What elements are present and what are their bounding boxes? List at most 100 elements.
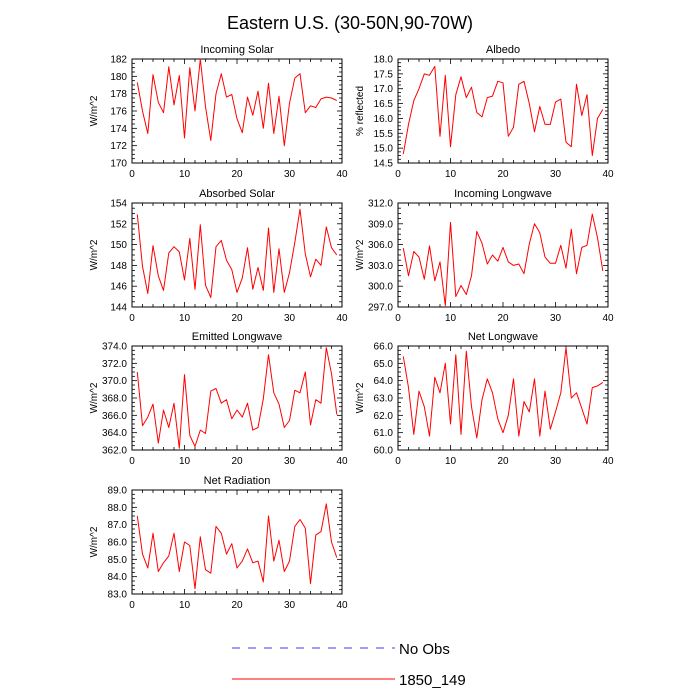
x-tick-label: 20 — [231, 600, 243, 611]
panel-title-absorbed-solar: Absorbed Solar — [199, 188, 275, 200]
x-tick-label: 0 — [395, 169, 401, 180]
x-tick-label: 30 — [550, 313, 562, 324]
y-tick-label: 309.0 — [368, 219, 393, 230]
x-tick-label: 20 — [497, 456, 509, 467]
y-tick-label: 18.0 — [374, 55, 394, 66]
y-tick-label: 16.0 — [374, 114, 394, 125]
y-axis-label: W/m^2 — [89, 526, 100, 557]
x-tick-label: 10 — [445, 456, 457, 467]
y-tick-label: 85.0 — [108, 555, 128, 566]
y-tick-label: 370.0 — [102, 376, 127, 387]
x-tick-label: 30 — [284, 169, 296, 180]
series-line-1850-149 — [402, 213, 604, 307]
y-tick-label: 83.0 — [108, 590, 128, 601]
panel-title-incoming-longwave: Incoming Longwave — [454, 188, 552, 200]
legend: No Obs 1850_149 — [232, 641, 466, 689]
y-tick-label: 84.0 — [108, 572, 128, 583]
y-tick-label: 306.0 — [368, 240, 393, 251]
y-tick-label: 60.0 — [374, 446, 394, 457]
y-tick-label: 178 — [110, 89, 127, 100]
series-line-1850-149 — [136, 58, 338, 147]
panel-title-albedo: Albedo — [486, 44, 520, 56]
y-tick-label: 364.0 — [102, 428, 127, 439]
y-tick-label: 64.0 — [374, 376, 394, 387]
x-tick-label: 0 — [129, 313, 135, 324]
y-tick-label: 180 — [110, 72, 127, 83]
x-tick-label: 10 — [179, 313, 191, 324]
x-tick-label: 40 — [336, 169, 348, 180]
x-tick-label: 0 — [129, 169, 135, 180]
y-tick-label: 146 — [110, 282, 127, 293]
y-tick-label: 16.5 — [374, 99, 394, 110]
y-tick-label: 86.0 — [108, 538, 128, 549]
y-axis-label: W/m^2 — [355, 239, 366, 270]
y-tick-label: 366.0 — [102, 411, 127, 422]
x-tick-label: 10 — [445, 169, 457, 180]
x-tick-label: 0 — [129, 456, 135, 467]
x-tick-label: 20 — [231, 169, 243, 180]
y-tick-label: 362.0 — [102, 446, 127, 457]
panel-grid: 0 10 20 30 40 170 172 174 176 178 180 182 Incoming S… — [89, 44, 614, 611]
x-tick-label: 10 — [179, 456, 191, 467]
y-tick-label: 88.0 — [108, 503, 128, 514]
y-tick-label: 170 — [110, 159, 127, 170]
x-tick-label: 20 — [231, 456, 243, 467]
y-tick-label: 66.0 — [374, 342, 394, 353]
panel-title-incoming-solar: Incoming Solar — [200, 44, 274, 56]
y-tick-label: 89.0 — [108, 486, 128, 497]
panel-incoming-solar: 0 10 20 30 40 170 172 174 176 178 180 182 Incoming S… — [89, 44, 348, 180]
x-tick-label: 40 — [336, 313, 348, 324]
x-tick-label: 20 — [497, 169, 509, 180]
y-axis-label: W/m^2 — [89, 95, 100, 126]
y-tick-label: 14.5 — [374, 159, 394, 170]
x-tick-label: 0 — [395, 456, 401, 467]
y-tick-label: 63.0 — [374, 394, 394, 405]
y-axis-label: W/m^2 — [89, 239, 100, 270]
y-tick-label: 182 — [110, 55, 127, 66]
x-tick-label: 20 — [497, 313, 509, 324]
plot-frame — [131, 345, 343, 451]
panel-title-net-longwave: Net Longwave — [468, 331, 538, 343]
series-line-1850-149 — [136, 503, 338, 590]
x-tick-label: 40 — [336, 456, 348, 467]
series-line-1850-149 — [136, 347, 338, 449]
x-tick-label: 40 — [602, 313, 614, 324]
panel-absorbed-solar: 0 10 20 30 40 144 146 148 150 152 154 Absorbed Sola… — [89, 188, 348, 324]
y-tick-label: 65.0 — [374, 359, 394, 370]
x-tick-label: 30 — [284, 313, 296, 324]
x-tick-label: 0 — [129, 600, 135, 611]
y-tick-label: 300.0 — [368, 282, 393, 293]
x-tick-label: 30 — [284, 456, 296, 467]
y-tick-label: 368.0 — [102, 394, 127, 405]
y-tick-label: 61.0 — [374, 428, 394, 439]
panel-albedo: 0 10 20 30 40 14.5 15.0 15.5 16.0 16.5 17.0 17.5 18.… — [355, 44, 614, 180]
legend-label-1850-149: 1850_149 — [399, 672, 466, 689]
y-tick-label: 144 — [110, 303, 127, 314]
x-tick-label: 10 — [179, 169, 191, 180]
x-tick-label: 10 — [445, 313, 457, 324]
y-tick-label: 303.0 — [368, 261, 393, 272]
x-tick-label: 30 — [550, 169, 562, 180]
y-axis-label: W/m^2 — [355, 382, 366, 413]
y-tick-label: 372.0 — [102, 359, 127, 370]
figure-title: Eastern U.S. (30-50N,90-70W) — [227, 13, 473, 33]
x-tick-label: 40 — [336, 600, 348, 611]
x-tick-label: 20 — [231, 313, 243, 324]
y-tick-label: 312.0 — [368, 199, 393, 210]
y-tick-label: 154 — [110, 199, 127, 210]
y-tick-label: 17.5 — [374, 69, 394, 80]
y-tick-label: 150 — [110, 240, 127, 251]
y-tick-label: 152 — [110, 219, 127, 230]
panel-emitted-longwave: 0 10 20 30 40 362.0 364.0 366.0 368.0 370.0 372.0 3… — [89, 331, 348, 467]
y-tick-label: 62.0 — [374, 411, 394, 422]
series-line-1850-149 — [136, 208, 338, 299]
panel-title-emitted-longwave: Emitted Longwave — [192, 331, 283, 343]
y-tick-label: 15.0 — [374, 144, 394, 155]
y-axis-label: W/m^2 — [89, 382, 100, 413]
y-tick-label: 297.0 — [368, 303, 393, 314]
x-tick-label: 10 — [179, 600, 191, 611]
x-tick-label: 0 — [395, 313, 401, 324]
y-tick-label: 87.0 — [108, 520, 128, 531]
y-tick-label: 176 — [110, 107, 127, 118]
plot-frame — [397, 202, 609, 308]
